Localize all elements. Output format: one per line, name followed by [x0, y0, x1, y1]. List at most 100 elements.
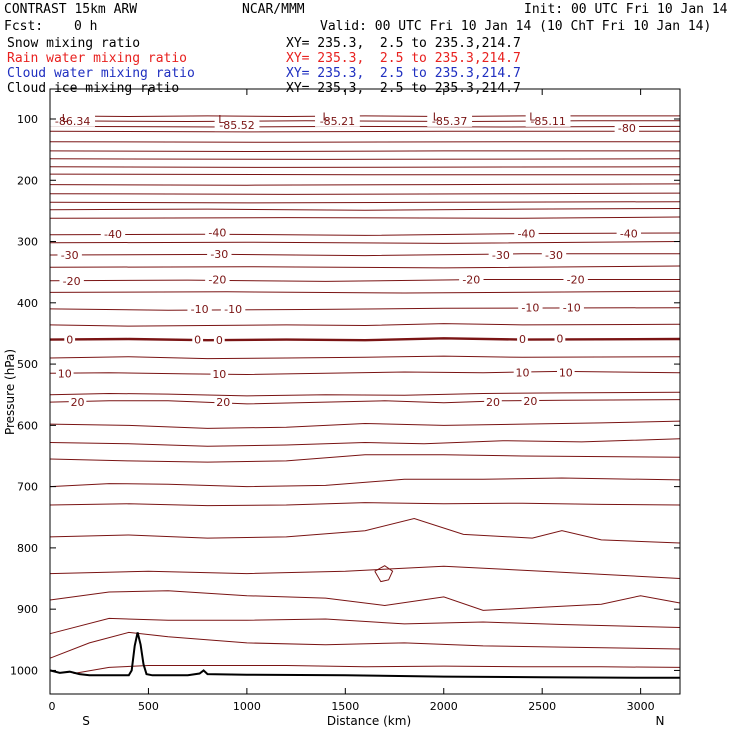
contour-label: 0	[216, 334, 223, 347]
contour-label-bg	[50, 114, 96, 127]
contour-line	[49, 355, 681, 360]
contour-line	[49, 166, 681, 168]
contour-label-bg	[214, 396, 233, 409]
contour-line	[49, 517, 681, 544]
contour-label: 0	[519, 333, 526, 346]
contour-label: 10	[212, 368, 226, 381]
low-marker: L	[62, 112, 69, 125]
y-tick-label: 400	[17, 297, 38, 310]
north-label: N	[656, 714, 665, 728]
contour-label-bg	[100, 228, 126, 241]
contour-label: 20	[523, 395, 537, 408]
contour-label-bg	[205, 226, 230, 239]
contour-line	[49, 420, 681, 429]
contour-label-bg	[616, 227, 642, 240]
contour-label: -30	[545, 249, 563, 262]
contour-label-bg	[525, 114, 571, 127]
contour-label-bg	[513, 366, 532, 379]
contour-label-bg	[207, 247, 232, 260]
y-tick-label: 600	[17, 419, 38, 432]
contour-line	[49, 370, 681, 376]
contour-label: -20	[208, 274, 226, 287]
forecast-label: Fcst:	[4, 19, 44, 34]
contour-line	[49, 173, 680, 176]
contour-line	[49, 323, 681, 327]
contour-line	[49, 125, 681, 128]
contour-label-bg	[315, 114, 360, 127]
contour-label: -20	[462, 274, 480, 287]
contour-line	[49, 241, 681, 244]
contour-line	[49, 477, 681, 488]
y-tick-label: 300	[17, 236, 38, 249]
y-tick-label: 100	[17, 113, 38, 126]
contour-label: -10	[521, 302, 539, 315]
contour-label: -10	[563, 302, 581, 315]
y-tick-label: 800	[17, 542, 38, 555]
contour-label: -20	[567, 274, 585, 287]
x-tick-label: 2500	[528, 700, 556, 713]
contour-label-bg	[68, 396, 87, 409]
contour-label-bg	[214, 119, 260, 132]
contour-label: 20	[71, 396, 85, 409]
contour-label-bg	[521, 394, 540, 407]
contour-label: -40	[104, 228, 122, 241]
contour-label: 20	[216, 396, 230, 409]
contour-line	[49, 201, 681, 204]
contour-label: -80	[618, 122, 636, 135]
field-name-rain: Rain water mixing ratio	[7, 51, 188, 66]
terrain-line	[49, 632, 680, 679]
contour-label: 0	[556, 332, 563, 345]
contour-label-bg	[459, 273, 484, 286]
contour-line	[49, 454, 681, 463]
contour-line	[49, 307, 681, 311]
contour-label: 10	[58, 367, 72, 380]
contour-label: -10	[224, 303, 242, 316]
low-marker: L	[218, 113, 225, 126]
valid-time: Valid: 00 UTC Fri 10 Jan 14 (10 ChT Fri …	[320, 19, 712, 34]
contour-line	[49, 337, 681, 342]
contour-label: -20	[63, 275, 81, 288]
contour-label: -40	[208, 226, 226, 239]
contour-line	[49, 115, 680, 118]
x-tick-label: 2000	[430, 700, 458, 713]
contour-line	[49, 120, 680, 123]
contour-line	[49, 150, 680, 153]
low-marker: L	[433, 111, 440, 124]
contour-line	[49, 253, 680, 257]
contour-label-bg	[55, 367, 74, 380]
contour-label-bg	[554, 332, 566, 345]
contour-label-bg	[64, 333, 76, 346]
contour-label: -86.34	[55, 115, 90, 128]
contour-line	[49, 617, 681, 635]
y-tick-label: 200	[17, 174, 38, 187]
x-tick-label: 3000	[627, 700, 655, 713]
y-tick-label: 500	[17, 358, 38, 371]
contour-line	[49, 130, 680, 133]
south-label: S	[82, 714, 90, 728]
contour-label-bg	[427, 114, 473, 127]
y-axis-label: Pressure (hPa)	[3, 349, 17, 435]
contour-label-bg	[205, 273, 230, 286]
contour-line	[49, 631, 681, 659]
contour-label-bg	[614, 122, 640, 135]
field-name-snow: Snow mixing ratio	[7, 36, 141, 51]
contour-label: 0	[194, 334, 201, 347]
contour-label-bg	[559, 301, 584, 314]
contour-line	[49, 279, 680, 282]
contour-label: 20	[486, 396, 500, 409]
contour-line	[49, 502, 681, 507]
contour-line	[49, 391, 681, 397]
contour-line	[49, 158, 681, 160]
contour-line	[49, 192, 681, 195]
contour-label: -85.52	[219, 119, 254, 132]
contour-label: 10	[559, 367, 573, 380]
contour-label: -40	[620, 228, 638, 241]
contour-line	[49, 590, 681, 611]
field-xy-snow: XY= 235.3, 2.5 to 235.3,214.7	[286, 36, 521, 51]
contour-label-bg	[210, 367, 229, 380]
contour-line	[49, 290, 681, 294]
x-tick-label: 500	[138, 700, 159, 713]
contour-line	[49, 141, 680, 143]
